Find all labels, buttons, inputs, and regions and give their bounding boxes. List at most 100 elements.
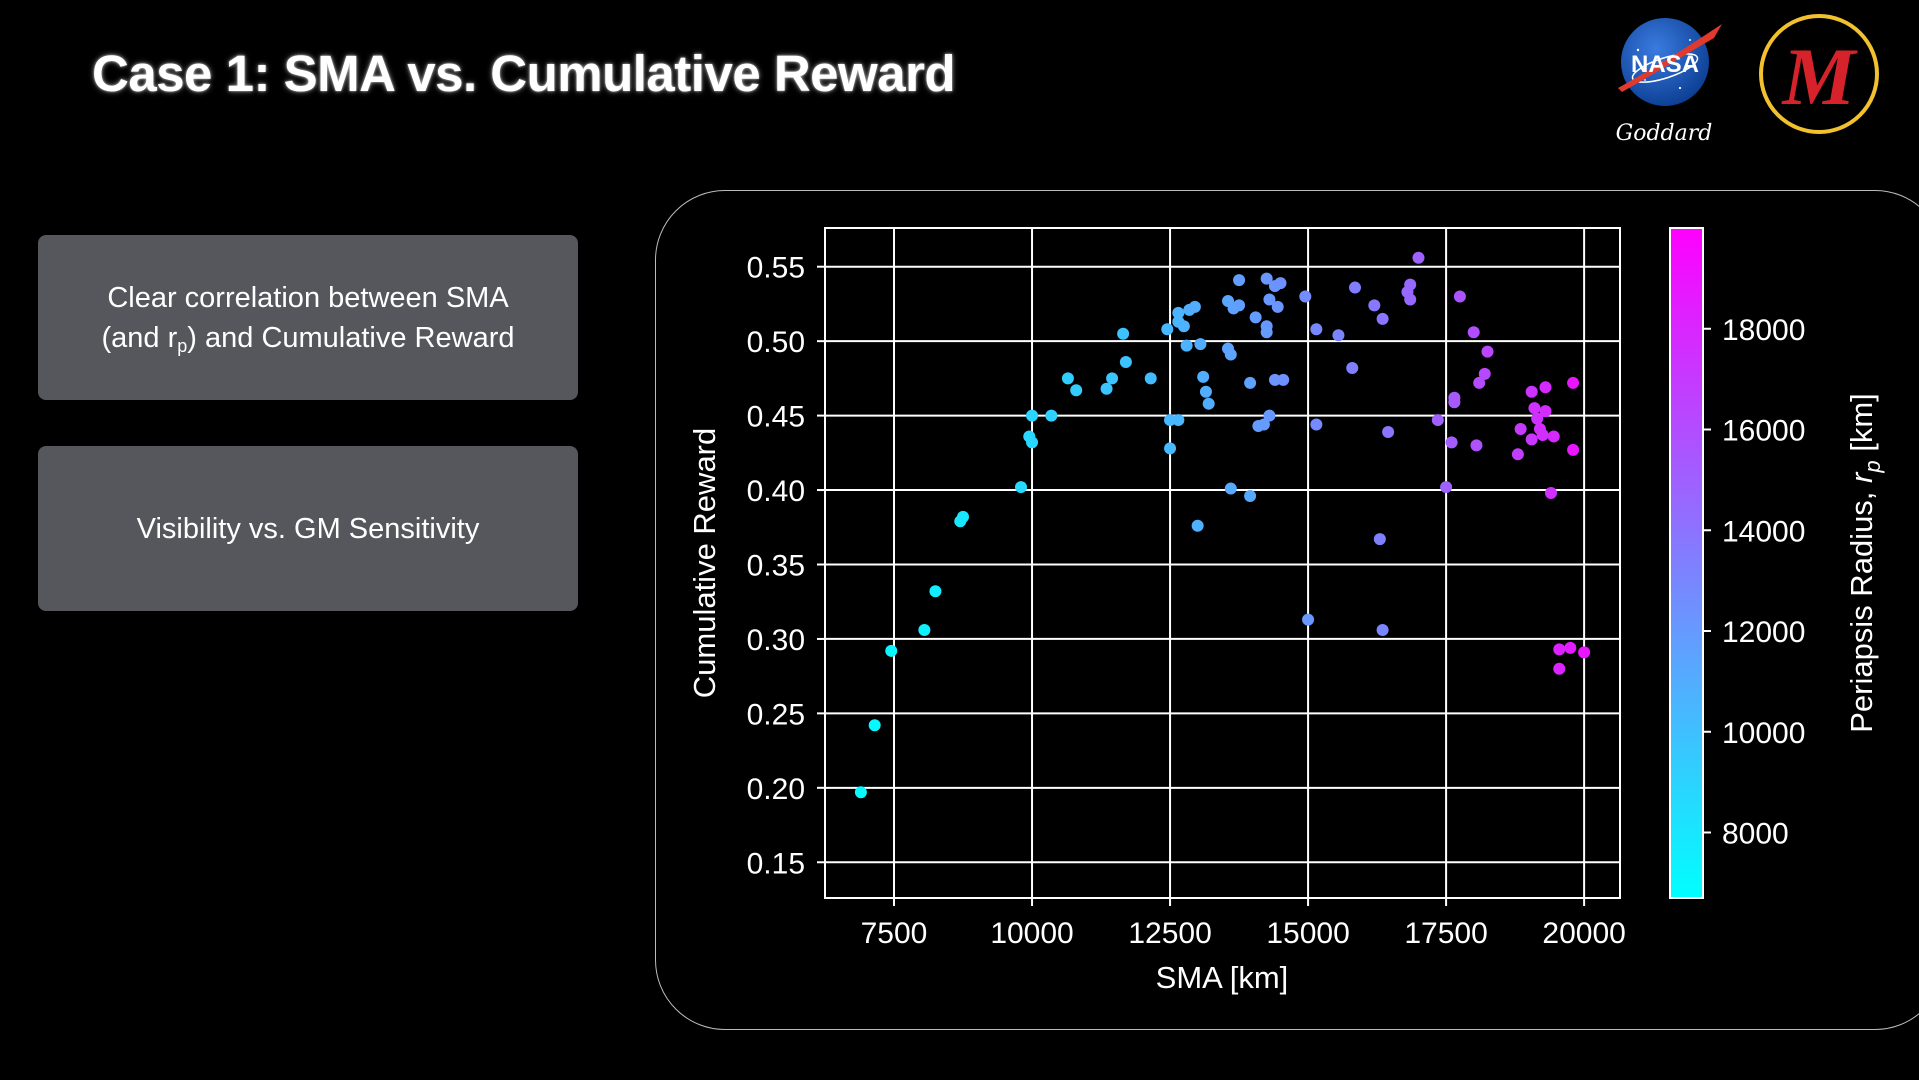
x-tick-label: 15000	[1266, 917, 1349, 950]
data-point	[1349, 281, 1361, 294]
data-point	[1431, 414, 1444, 427]
data-point	[1271, 300, 1284, 313]
points-layer	[854, 251, 1591, 799]
data-point	[1539, 381, 1552, 394]
slide-title: Case 1: SMA vs. Cumulative Reward	[92, 45, 956, 102]
note-card-visibility: Visibility vs. GM Sensitivity	[38, 446, 578, 611]
data-point	[1180, 339, 1193, 352]
data-point	[1144, 372, 1157, 385]
data-point	[929, 585, 942, 598]
note-card-correlation-line1: Clear correlation between SMA	[107, 281, 509, 314]
y-tick-label: 0.45	[747, 401, 805, 434]
data-point	[1511, 448, 1524, 461]
data-point	[885, 644, 898, 657]
y-axis-ticks: 0.15 0.20 0.25 0.30 0.35 0.40 0.45 0.50 0.55	[747, 252, 825, 880]
colorbar-label: Periapsis Radius, rp [km]	[1844, 393, 1885, 733]
data-point	[1553, 662, 1566, 675]
data-point	[1299, 290, 1312, 303]
data-point	[1404, 293, 1417, 306]
data-point	[1376, 312, 1389, 325]
data-point	[1188, 300, 1201, 313]
data-point	[1470, 439, 1483, 452]
data-point	[1553, 643, 1566, 656]
data-point	[1539, 405, 1552, 418]
data-point	[1531, 412, 1544, 425]
data-point	[1525, 433, 1538, 446]
data-point	[1260, 326, 1273, 339]
y-tick-label: 0.35	[747, 549, 805, 582]
line2-suffix: ) and Cumulative Reward	[187, 321, 515, 354]
colorbar-tick-label: 18000	[1722, 314, 1805, 347]
colorbar-ticks: 8000 10000 12000 14000 16000 18000	[1703, 314, 1805, 851]
data-point	[1376, 624, 1389, 636]
data-point	[1567, 443, 1580, 456]
y-tick-label: 0.25	[747, 698, 805, 731]
data-point	[1117, 327, 1130, 340]
data-point	[1382, 425, 1395, 438]
colorbar-label-symbol: r	[1844, 471, 1879, 483]
line2-prefix: (and r	[101, 321, 178, 354]
x-tick-label: 20000	[1542, 917, 1625, 950]
data-point	[957, 510, 970, 523]
y-tick-label: 0.30	[747, 624, 805, 657]
data-point	[1453, 290, 1466, 303]
data-point	[1277, 373, 1290, 386]
nasa-wordmark: NASA	[1631, 51, 1699, 78]
data-point	[1310, 418, 1323, 431]
data-point	[1302, 613, 1315, 626]
colorbar-tick-label: 16000	[1722, 415, 1805, 448]
colorbar-label-unit: [km]	[1844, 393, 1879, 460]
x-tick-label: 17500	[1404, 917, 1487, 950]
data-point	[1310, 323, 1323, 336]
m-letter: M	[1781, 31, 1859, 122]
data-point	[1373, 533, 1386, 546]
data-point	[1332, 329, 1345, 342]
data-point	[1161, 323, 1174, 336]
data-point	[1257, 418, 1270, 431]
data-point	[1268, 373, 1281, 386]
colorbar-tick-label: 8000	[1722, 818, 1789, 851]
data-point	[1172, 306, 1185, 319]
data-point	[1233, 299, 1246, 312]
data-point	[1061, 372, 1074, 385]
data-point	[1514, 423, 1527, 435]
data-point	[1233, 274, 1246, 287]
data-point	[1478, 367, 1491, 380]
data-point	[1567, 376, 1580, 389]
x-axis-label: SMA [km]	[1156, 960, 1289, 995]
data-point	[1119, 356, 1132, 368]
x-axis-ticks: 7500 10000 12500 15000 17500 20000	[861, 898, 1626, 950]
data-point	[1346, 361, 1359, 374]
data-point	[1026, 436, 1039, 449]
colorbar-label-text: Periapsis Radius,	[1844, 483, 1879, 733]
data-point	[1045, 409, 1058, 422]
data-point	[1440, 481, 1453, 494]
data-point	[918, 624, 931, 636]
grid-layer	[825, 228, 1620, 898]
data-point	[1100, 382, 1113, 395]
data-point	[1249, 311, 1262, 324]
data-point	[1481, 345, 1494, 358]
data-point	[1244, 376, 1257, 389]
data-point	[1197, 370, 1210, 383]
data-point	[868, 719, 881, 732]
data-point	[1224, 348, 1237, 361]
data-point	[1544, 487, 1557, 500]
x-tick-label: 10000	[990, 917, 1073, 950]
colorbar-tick-label: 12000	[1722, 616, 1805, 649]
data-point	[1404, 278, 1417, 291]
m-logo: M	[1759, 14, 1879, 134]
data-point	[1199, 385, 1212, 398]
data-point	[1412, 251, 1425, 264]
colorbar-tick-label: 14000	[1722, 515, 1805, 548]
data-point	[1263, 409, 1276, 422]
data-point	[1473, 376, 1486, 389]
data-point	[1224, 482, 1237, 495]
plot-frame	[655, 190, 1919, 1030]
y-tick-label: 0.20	[747, 773, 805, 806]
data-point	[1448, 396, 1461, 409]
data-point	[1564, 641, 1577, 654]
y-tick-label: 0.15	[747, 847, 805, 880]
data-point	[1547, 430, 1560, 443]
